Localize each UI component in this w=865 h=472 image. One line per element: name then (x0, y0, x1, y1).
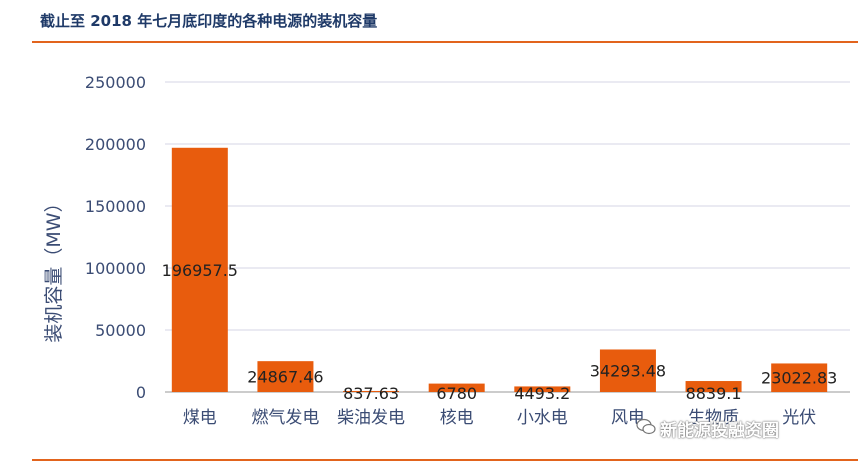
data-label: 8839.1 (686, 384, 742, 403)
gridlines (165, 81, 850, 393)
bars (171, 147, 828, 392)
x-category-label: 燃气发电 (251, 408, 319, 428)
chart-title: 截止至 2018 年七月底印度的各种电源的装机容量 (40, 12, 378, 30)
bar (171, 147, 228, 392)
x-category-label: 核电 (440, 408, 474, 428)
y-tick-label: 250000 (85, 73, 146, 92)
data-label: 6780 (436, 384, 477, 403)
data-label: 4493.2 (514, 384, 570, 403)
y-tick-label: 200000 (85, 135, 146, 154)
y-axis-label: 装机容量（MW） (43, 193, 65, 342)
wechat-icon (636, 418, 656, 435)
y-axis-ticks: 0 50000 100000 150000 200000 250000 (85, 73, 146, 402)
x-category-label: 风电 (611, 408, 645, 428)
data-labels: 196957.5 24867.46 837.63 6780 4493.2 34293.48… (162, 261, 838, 403)
data-label: 837.63 (343, 384, 399, 403)
bar (685, 381, 742, 392)
bar (599, 349, 656, 392)
x-axis-categories: 煤电 燃气发电 柴油发电 核电 小水电 风电 生物质 光伏 (183, 408, 816, 428)
bottom-divider (32, 459, 858, 461)
x-category-label: 光伏 (782, 408, 816, 428)
bar (428, 383, 485, 392)
data-label: 196957.5 (162, 261, 238, 280)
y-tick-label: 50000 (95, 321, 146, 340)
y-tick-label: 0 (136, 383, 146, 402)
watermark-text: 新能源投融资圈 (660, 421, 779, 441)
bar (771, 363, 828, 392)
y-tick-label: 150000 (85, 197, 146, 216)
x-category-label: 煤电 (183, 408, 217, 428)
x-category-label: 小水电 (517, 408, 568, 428)
y-tick-label: 100000 (85, 259, 146, 278)
data-label: 23022.83 (761, 369, 837, 388)
bar (514, 386, 571, 392)
data-label: 24867.46 (247, 368, 323, 387)
bar (257, 361, 314, 392)
top-divider (32, 41, 858, 43)
x-category-label: 生物质 (688, 408, 739, 428)
bar (343, 390, 400, 392)
x-category-label: 柴油发电 (337, 408, 405, 428)
data-label: 34293.48 (590, 362, 666, 381)
